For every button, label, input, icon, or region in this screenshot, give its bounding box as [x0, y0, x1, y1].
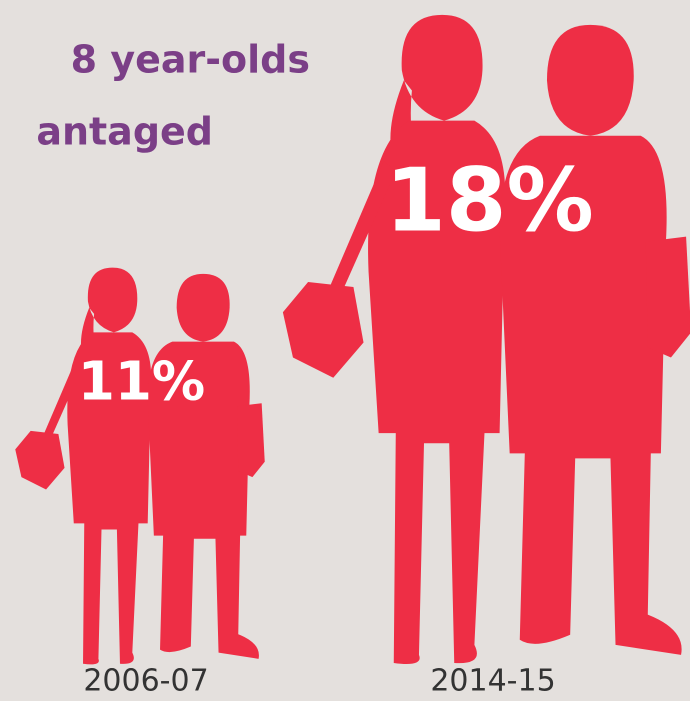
woman-hair — [80, 267, 138, 357]
woman-strap — [323, 161, 396, 308]
category-label: 2006-07 — [83, 664, 208, 699]
woman-bag — [15, 430, 65, 490]
man-head — [546, 24, 634, 136]
woman-body — [67, 332, 152, 665]
value-label: 11% — [78, 350, 205, 412]
man-bag — [645, 236, 690, 358]
man-head — [176, 273, 230, 342]
value-label: 18% — [385, 149, 593, 251]
woman-body — [368, 120, 506, 664]
chart-title: antaged — [36, 110, 213, 154]
woman-strap — [39, 357, 85, 447]
man-body — [499, 135, 682, 655]
man-body — [147, 341, 259, 659]
pictogram — [282, 14, 690, 664]
woman-bag — [282, 281, 364, 378]
chart-title: 8 year-olds — [71, 38, 310, 82]
man-bag — [237, 403, 265, 478]
woman-hair — [390, 14, 483, 162]
category-label: 2014-15 — [430, 664, 555, 699]
pictogram — [15, 267, 265, 665]
